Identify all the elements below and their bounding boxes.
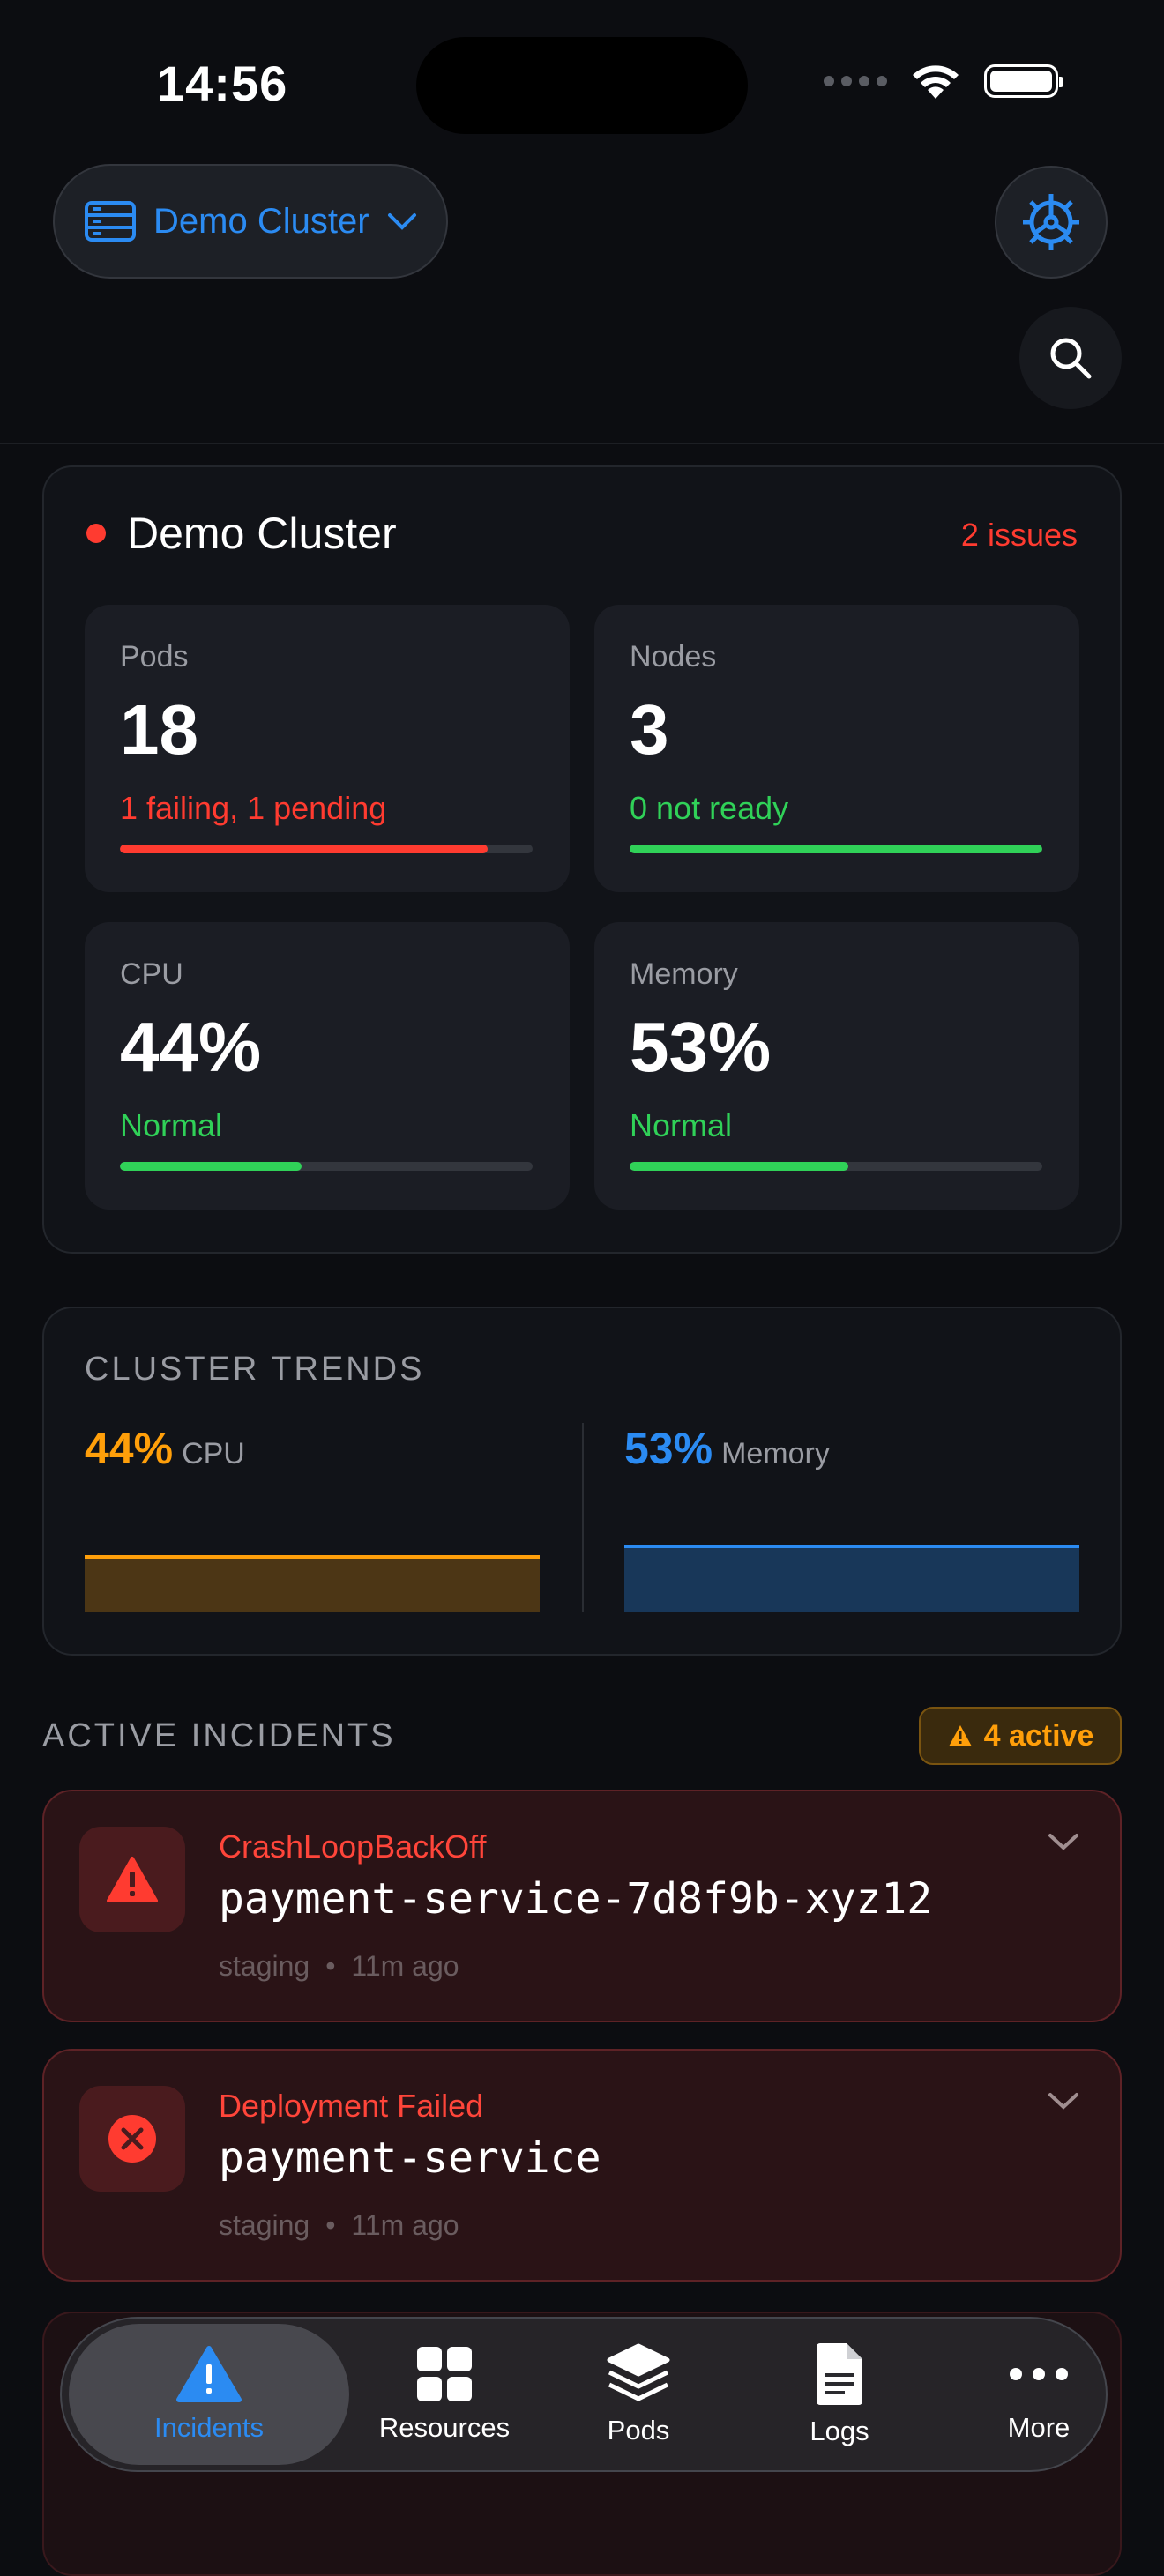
memory-trend-chart — [624, 1545, 1079, 1612]
stat-bar-track — [630, 845, 1042, 853]
stat-value: 3 — [630, 690, 669, 769]
stat-bar-track — [120, 1162, 533, 1171]
incident-meta: staging • 11m ago — [219, 1950, 459, 1983]
cpu-trend-label: CPU — [182, 1437, 245, 1470]
incident-card[interactable]: Deployment Failed payment-service stagin… — [42, 2049, 1122, 2282]
stat-label: Memory — [630, 957, 738, 991]
status-icons — [824, 62, 1063, 101]
server-icon — [85, 201, 136, 242]
incident-namespace: staging — [219, 2209, 310, 2241]
stat-bar-track — [630, 1162, 1042, 1171]
tab-bar: Incidents Resources Pods Logs More — [60, 2317, 1108, 2472]
memory-trend-area — [624, 1548, 1079, 1612]
stat-label: Nodes — [630, 640, 717, 674]
trends-divider — [582, 1423, 584, 1612]
tab-label: Logs — [810, 2416, 869, 2446]
issues-count[interactable]: 2 issues — [960, 517, 1078, 553]
gear-icon — [1023, 194, 1079, 250]
grid-icon — [417, 2347, 472, 2401]
cpu-trend-value: 44% — [85, 1424, 174, 1473]
memory-trend-label: Memory — [721, 1437, 830, 1470]
tab-label: More — [1007, 2412, 1071, 2443]
stat-value: 18 — [120, 690, 198, 769]
wifi-icon — [913, 65, 959, 99]
tab-pods[interactable]: Pods — [541, 2319, 735, 2470]
stat-value: 53% — [630, 1008, 772, 1086]
incident-resource-name: payment-service-7d8f9b-xyz12 — [219, 1874, 933, 1924]
battery-icon — [984, 64, 1063, 98]
active-count-badge[interactable]: 4 active — [919, 1707, 1122, 1765]
cluster-summary-title: Demo Cluster — [127, 509, 397, 558]
stat-card-memory[interactable]: Memory 53% Normal — [594, 922, 1079, 1210]
active-incidents-title: ACTIVE INCIDENTS — [42, 1717, 396, 1754]
tab-resources[interactable]: Resources — [347, 2319, 541, 2470]
incident-icon-box — [79, 2086, 185, 2192]
incident-resource-name: payment-service — [219, 2133, 601, 2183]
status-time: 14:56 — [157, 56, 288, 111]
incident-type: CrashLoopBackOff — [219, 1828, 487, 1865]
memory-trend-value: 53% — [624, 1424, 713, 1473]
expand-chevron-icon[interactable] — [1048, 1832, 1079, 1851]
cpu-trend-chart — [85, 1555, 540, 1612]
tab-label: Resources — [378, 2412, 511, 2443]
stat-card-pods[interactable]: Pods 18 1 failing, 1 pending — [85, 605, 570, 892]
stat-card-cpu[interactable]: CPU 44% Normal — [85, 922, 570, 1210]
chevron-down-icon — [387, 213, 416, 230]
cluster-selector-label: Demo Cluster — [153, 201, 369, 241]
cpu-trend-header: 44% CPU — [85, 1423, 245, 1474]
cluster-status-dot — [86, 524, 106, 543]
error-circle-icon — [108, 2115, 156, 2163]
expand-chevron-icon[interactable] — [1048, 2091, 1079, 2111]
layers-icon — [607, 2343, 670, 2401]
document-icon — [817, 2343, 862, 2405]
tab-label: Pods — [607, 2415, 670, 2446]
incident-icon-box — [79, 1827, 185, 1932]
stat-label: CPU — [120, 957, 183, 991]
stat-card-nodes[interactable]: Nodes 3 0 not ready — [594, 605, 1079, 892]
search-button[interactable] — [1019, 307, 1122, 409]
search-icon — [1050, 338, 1092, 379]
tab-label: Incidents — [153, 2412, 265, 2443]
memory-trend-header: 53% Memory — [624, 1423, 830, 1474]
stat-bar-fill — [630, 845, 1042, 853]
header-divider — [0, 443, 1164, 444]
meta-separator: • — [325, 2209, 336, 2241]
settings-button[interactable] — [995, 166, 1108, 279]
stat-note: 1 failing, 1 pending — [120, 790, 387, 826]
cluster-selector-button[interactable]: Demo Cluster — [53, 164, 448, 279]
active-count-label: 4 active — [983, 1718, 1094, 1753]
tab-incidents[interactable]: Incidents — [69, 2324, 349, 2465]
tab-more[interactable]: More — [942, 2319, 1136, 2470]
warning-icon — [948, 1725, 972, 1746]
memory-trend-line — [624, 1545, 1079, 1548]
cpu-trend-line — [85, 1555, 540, 1559]
warning-icon — [176, 2346, 242, 2402]
stat-bar-fill — [120, 845, 488, 853]
incident-age: 11m ago — [351, 2209, 459, 2241]
ellipsis-icon — [1010, 2368, 1068, 2380]
cellular-signal-icon — [824, 76, 887, 86]
stat-bar-fill — [630, 1162, 849, 1171]
dynamic-island — [416, 37, 748, 134]
tab-logs[interactable]: Logs — [742, 2319, 936, 2470]
warning-triangle-icon — [107, 1857, 158, 1902]
incident-namespace: staging — [219, 1950, 310, 1982]
incident-card[interactable]: CrashLoopBackOff payment-service-7d8f9b-… — [42, 1790, 1122, 2022]
stat-bar-track — [120, 845, 533, 853]
meta-separator: • — [325, 1950, 336, 1982]
incident-age: 11m ago — [351, 1950, 459, 1982]
incident-meta: staging • 11m ago — [219, 2209, 459, 2242]
incident-type: Deployment Failed — [219, 2088, 484, 2124]
stat-note: Normal — [120, 1107, 223, 1143]
cluster-trends-title: CLUSTER TRENDS — [85, 1351, 425, 1388]
stat-note: Normal — [630, 1107, 733, 1143]
stat-note: 0 not ready — [630, 790, 789, 826]
cpu-trend-area — [85, 1559, 540, 1612]
stat-label: Pods — [120, 640, 189, 674]
stat-value: 44% — [120, 1008, 262, 1086]
stat-bar-fill — [120, 1162, 302, 1171]
